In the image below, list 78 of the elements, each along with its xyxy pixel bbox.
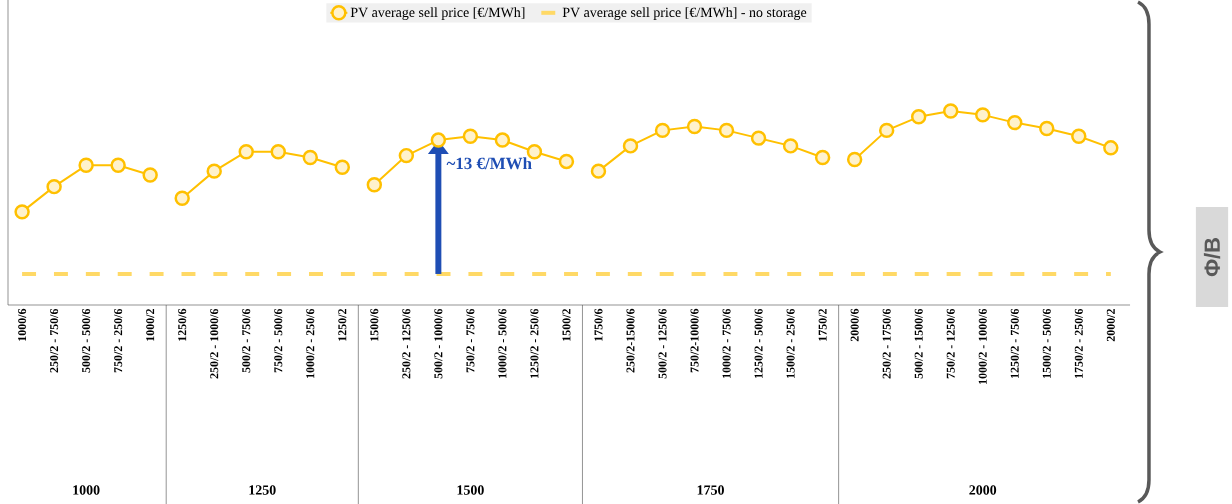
x-tick-label: 500/2 - 750/6 xyxy=(242,308,251,373)
point xyxy=(590,163,607,179)
point xyxy=(494,132,511,148)
x-tick-label: 1500/6 xyxy=(370,308,379,341)
point xyxy=(1071,128,1087,144)
x-tick-label: 1500/2 - 500/6 xyxy=(1042,308,1051,378)
point xyxy=(366,176,383,193)
legend-label: PV average sell price [€/MWh] - no storage xyxy=(562,7,807,20)
x-tick-label: 500/2 - 500/6 xyxy=(82,308,91,373)
x-tick-label: 1250/2 xyxy=(338,309,347,341)
point xyxy=(430,132,447,148)
point xyxy=(558,153,575,170)
point xyxy=(398,147,415,164)
point xyxy=(270,144,286,160)
x-tick-label: 1000/2 - 1000/6 xyxy=(978,308,987,384)
x-tick-label: 750/2 - 1250/6 xyxy=(946,308,955,379)
point xyxy=(46,178,62,195)
x-tick-label: 1000/2 - 500/6 xyxy=(498,308,507,378)
point xyxy=(110,157,126,174)
point xyxy=(14,204,30,220)
x-tick-label: 250/2 - 750/6 xyxy=(50,308,59,373)
x-tick-label: 250/2 - 1250/6 xyxy=(402,308,411,379)
point xyxy=(975,107,991,123)
point xyxy=(654,122,671,139)
x-tick-label: 1000/2 - 250/6 xyxy=(306,308,315,378)
point xyxy=(782,138,799,154)
x-tick-label: 1250/2 - 500/6 xyxy=(754,308,763,378)
point xyxy=(942,103,959,119)
x-tick-label: 1250/2 - 250/6 xyxy=(530,308,539,378)
x-tick-label: 750/2 - 250/6 xyxy=(114,308,123,373)
x-tick-label: 750/2 - 500/6 xyxy=(274,308,283,373)
point xyxy=(1007,114,1023,131)
point xyxy=(622,138,639,154)
annotation: ~13 €/MWh xyxy=(446,157,532,170)
x-tick-label: 1000/2 xyxy=(146,309,155,341)
x-tick-label: 1000/6 xyxy=(18,308,27,341)
x-tick-label: 750/2 - 750/6 xyxy=(466,308,475,373)
point xyxy=(206,163,222,179)
point xyxy=(846,151,863,168)
x-tick-label: 1750/2 - 250/6 xyxy=(1074,308,1083,378)
point xyxy=(78,157,94,174)
point xyxy=(686,118,703,135)
point xyxy=(878,122,895,139)
point xyxy=(1103,140,1119,156)
x-tick-label: 500/2 - 1500/6 xyxy=(914,308,923,379)
x-tick-label: 1250/6 xyxy=(178,308,187,341)
text: 1750 xyxy=(697,485,724,495)
x-tick-label: 250/2 - 1750/6 xyxy=(882,308,891,379)
x-tick-label: 750/2-1000/6 xyxy=(690,308,699,373)
x-tick-label: 1250/2 - 750/6 xyxy=(1010,308,1019,378)
x-tick-label: 250/2 - 1000/6 xyxy=(210,308,219,379)
point xyxy=(334,159,351,175)
text: 1500 xyxy=(457,485,484,495)
point xyxy=(910,109,927,125)
point xyxy=(718,122,735,139)
x-tick-label: 1000/2 - 750/6 xyxy=(722,308,731,378)
point xyxy=(814,149,831,166)
point xyxy=(462,128,479,144)
x-tick-label: 500/2 - 1250/6 xyxy=(658,308,667,379)
x-tick-label: 1750/2 xyxy=(818,309,827,341)
point xyxy=(1039,120,1055,137)
point xyxy=(142,167,158,183)
point xyxy=(750,130,767,146)
text: 2000 xyxy=(969,485,997,495)
text: 1000 xyxy=(73,485,100,495)
x-tick-label: 1750/6 xyxy=(594,308,603,341)
x-tick-label: 1500/2 xyxy=(562,309,571,341)
point xyxy=(174,190,190,207)
text: 1250 xyxy=(249,485,276,495)
point xyxy=(238,144,254,160)
x-tick-label: 2000/6 xyxy=(850,308,859,342)
x-tick-label: 500/2 - 1000/6 xyxy=(434,308,443,379)
x-tick-label: 2000/2 xyxy=(1106,309,1115,342)
legend-label: PV average sell price [€/MWh] xyxy=(350,7,525,20)
text: Φ/B xyxy=(1203,238,1221,277)
x-tick-label: 250/2-1500/6 xyxy=(626,308,635,373)
point xyxy=(302,149,319,166)
x-tick-label: 1500/2 - 250/6 xyxy=(786,308,795,378)
